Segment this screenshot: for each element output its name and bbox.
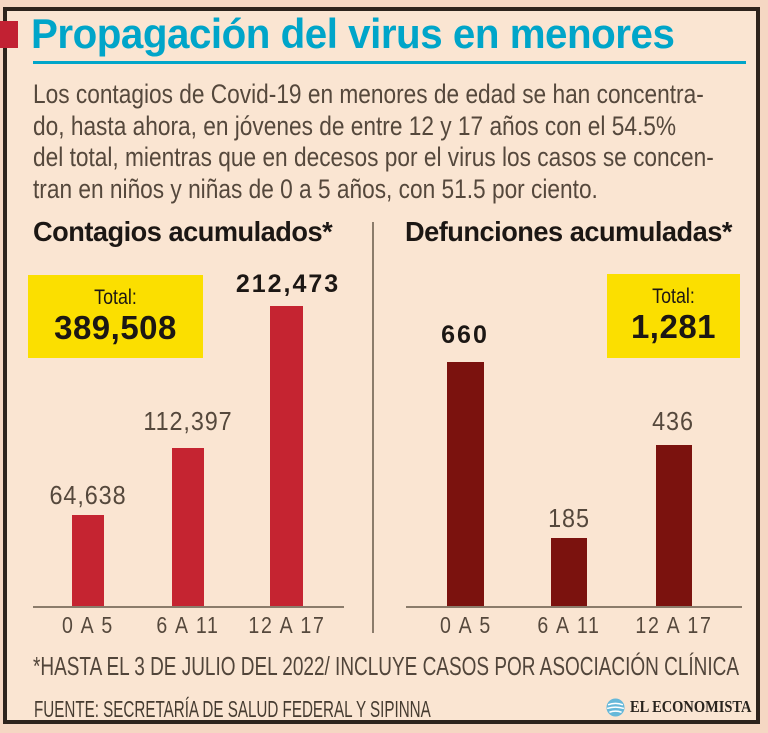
- value-label-defunciones-0a5: 660: [441, 321, 489, 349]
- bar-defunciones-0a5: [447, 362, 484, 607]
- bar-defunciones-12a17: [656, 445, 692, 607]
- x-axis-defunciones: [406, 606, 742, 608]
- page-title: Propagación del virus en menores: [31, 10, 675, 57]
- value-label-contagios-12a17: 212,473: [235, 270, 341, 298]
- total-value: 389,508: [54, 309, 177, 346]
- divider-line: [372, 222, 374, 633]
- category-label-contagios-6a11: 6 A 11: [156, 612, 220, 638]
- value-label-defunciones-6a11: 185: [548, 503, 590, 533]
- value-label-contagios-0a5: 64,638: [49, 480, 127, 510]
- intro-line: del total, mientras que en decesos por e…: [33, 142, 714, 172]
- total-box-contagios: Total: 389,508: [28, 275, 203, 358]
- title-underline: [33, 61, 746, 64]
- intro-line: do, hasta ahora, en jóvenes de entre 12 …: [33, 110, 677, 141]
- bar-contagios-12a17: [270, 306, 303, 607]
- bar-contagios-0a5: [72, 515, 104, 607]
- bar-contagios-6a11: [172, 448, 204, 607]
- category-label-contagios-0a5: 0 A 5: [61, 612, 114, 638]
- footnote: *HASTA EL 3 DE JULIO DEL 2022/ INCLUYE C…: [33, 651, 740, 681]
- el-economista-logo: EL ECONOMISTA: [606, 697, 768, 717]
- value-label-contagios-6a11: 112,397: [143, 406, 233, 436]
- bar-defunciones-6a11: [551, 538, 587, 607]
- intro-text: Los contagios de Covid-19 en menores de …: [33, 79, 714, 205]
- x-axis-contagios: [33, 606, 344, 608]
- total-label: Total:: [652, 285, 695, 308]
- category-label-contagios-12a17: 12 A 17: [248, 612, 326, 638]
- intro-line: Los contagios de Covid-19 en menores de …: [33, 79, 704, 109]
- chart-title-defunciones: Defunciones acumuladas*: [405, 216, 732, 247]
- brand-name: EL ECONOMISTA: [630, 697, 752, 716]
- category-label-defunciones-0a5: 0 A 5: [439, 612, 492, 638]
- el-economista-logo-icon: [606, 697, 625, 717]
- chart-title-contagios: Contagios acumulados*: [33, 216, 333, 247]
- category-label-defunciones-12a17: 12 A 17: [635, 612, 713, 638]
- source-text: FUENTE: SECRETARÍA DE SALUD FEDERAL Y SI…: [34, 696, 431, 722]
- accent-bar: [0, 21, 18, 48]
- intro-line: tran en niños y niñas de 0 a 5 años, con…: [33, 173, 598, 204]
- total-label: Total:: [94, 286, 137, 309]
- total-box-defunciones: Total: 1,281: [607, 274, 740, 358]
- category-label-defunciones-6a11: 6 A 11: [537, 612, 601, 638]
- infographic-frame: [3, 7, 760, 724]
- value-label-defunciones-12a17: 436: [652, 406, 694, 436]
- total-value: 1,281: [630, 308, 717, 345]
